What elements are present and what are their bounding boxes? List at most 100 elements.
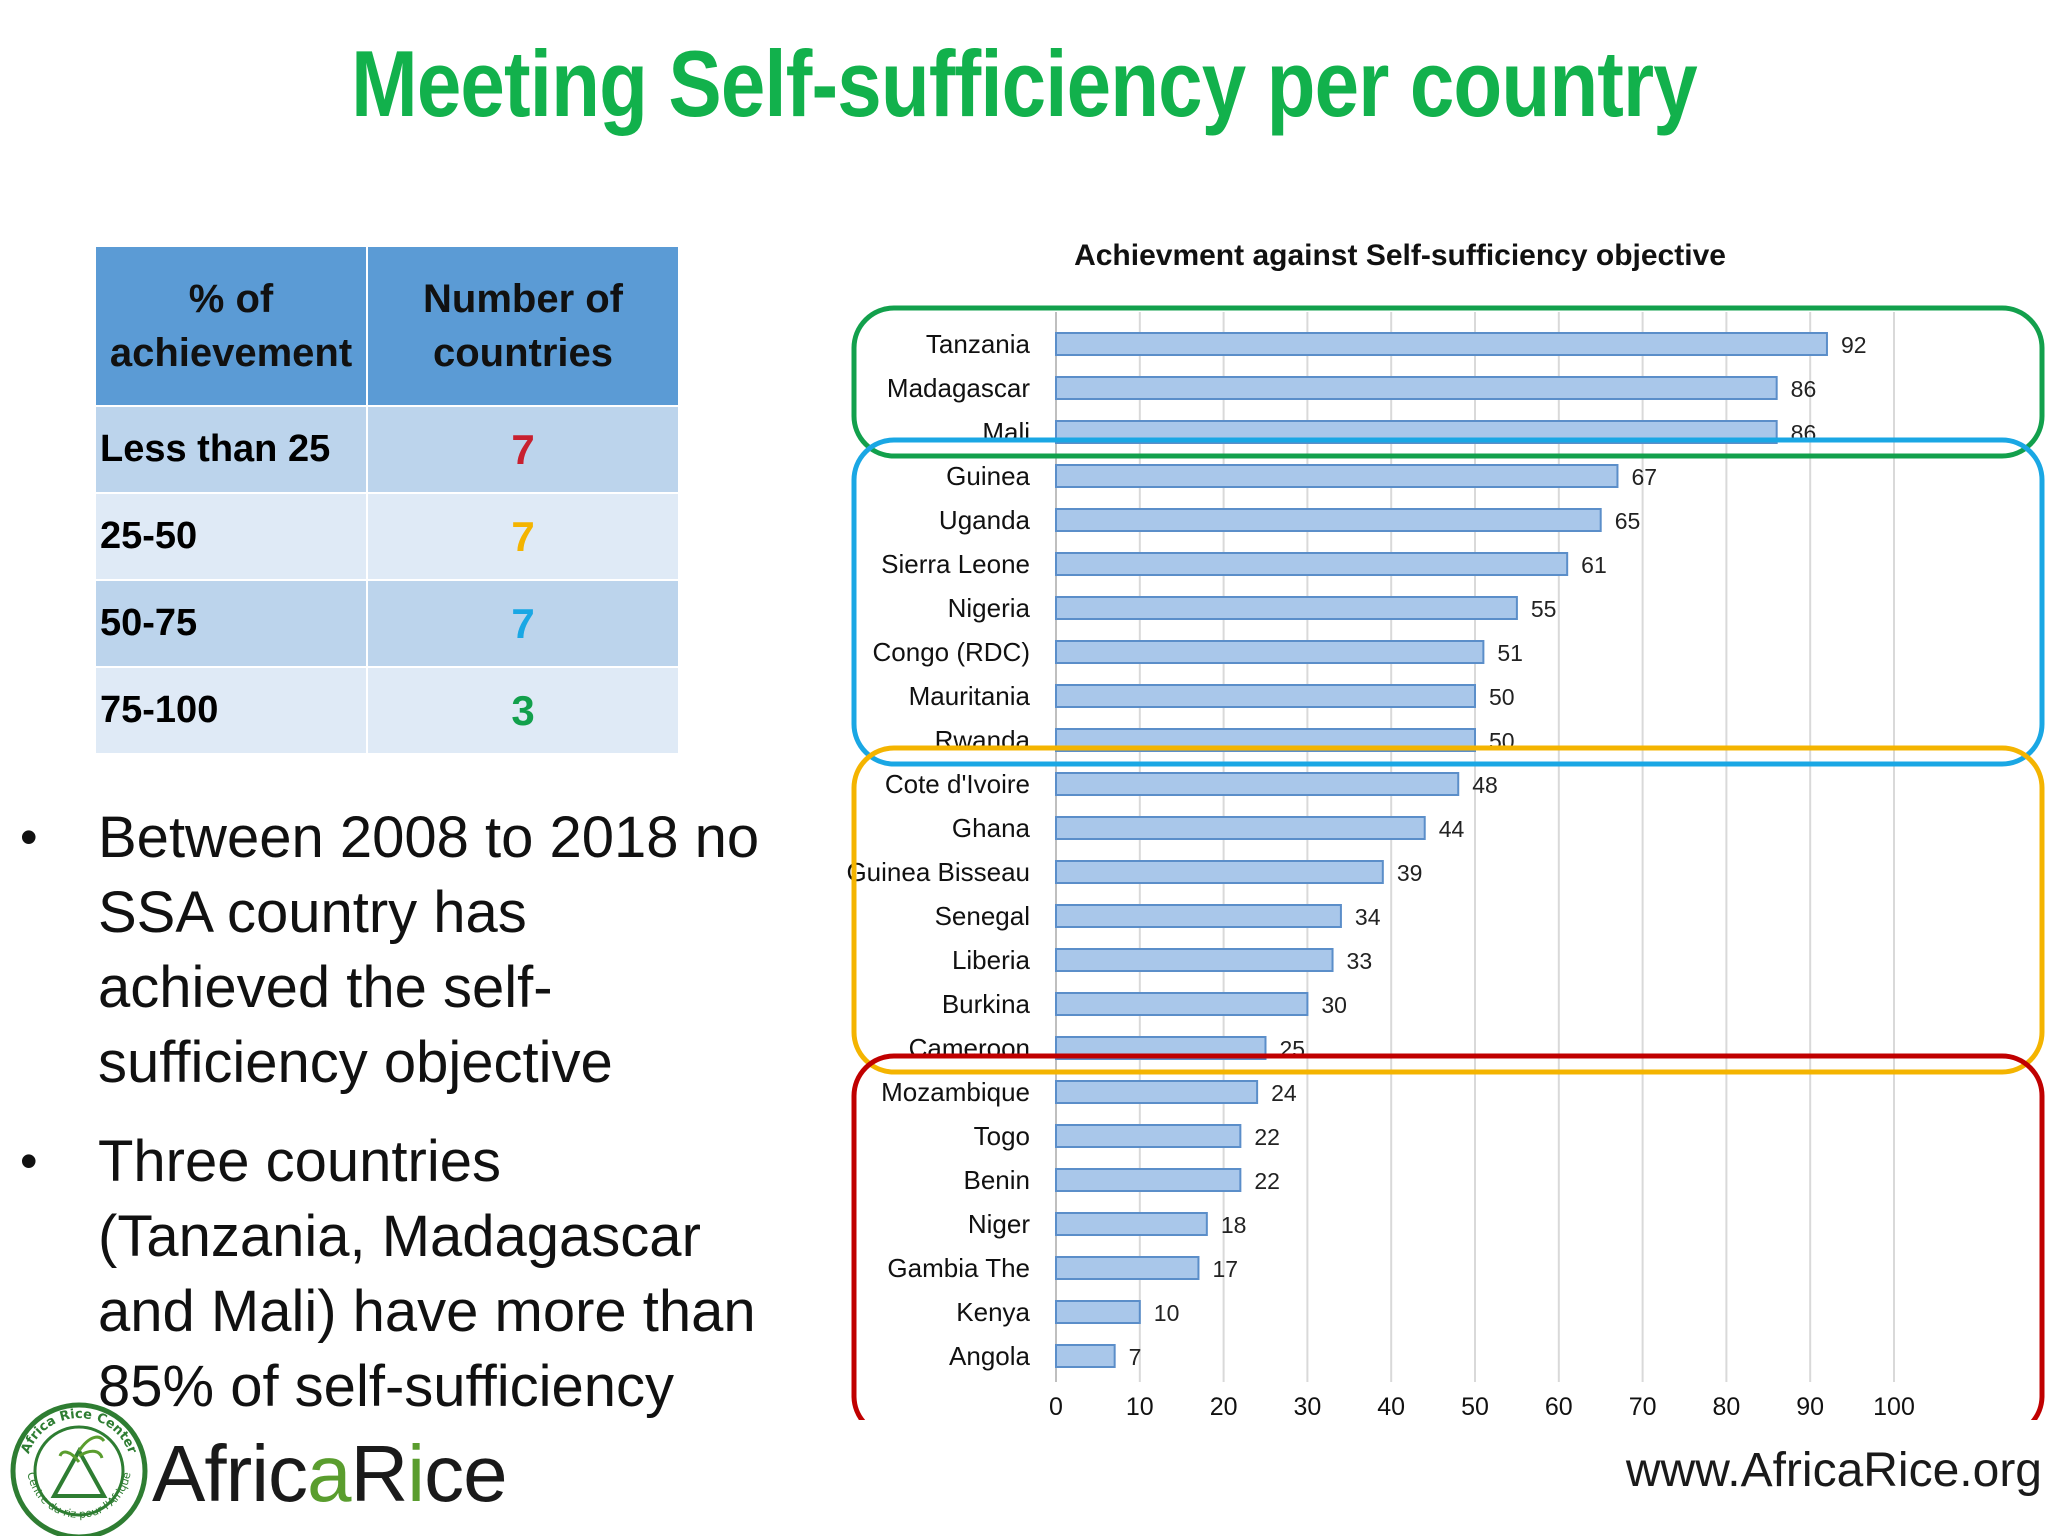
category-label: Liberia — [952, 945, 1031, 975]
data-label: 18 — [1221, 1212, 1247, 1238]
bar-chart: Achievment against Self-sufficiency obje… — [846, 239, 2045, 1420]
logo-word-accent: a — [307, 1429, 351, 1518]
data-label: 65 — [1615, 508, 1641, 534]
group-outline — [851, 437, 2045, 767]
data-label: 50 — [1489, 684, 1515, 710]
range-cell: 75-100 — [94, 666, 368, 755]
bar — [1055, 992, 1309, 1016]
tick-label: 0 — [1049, 1393, 1063, 1420]
tick-label: 20 — [1210, 1393, 1238, 1420]
tick-label: 100 — [1873, 1393, 1915, 1420]
bar — [1055, 464, 1619, 488]
data-label: 10 — [1154, 1300, 1180, 1326]
bar — [1055, 1168, 1242, 1192]
count-cell: 7 — [366, 405, 680, 494]
table-row: Less than 25 7 — [94, 405, 680, 494]
category-label: Tanzania — [926, 329, 1031, 359]
category-label: Nigeria — [948, 593, 1031, 623]
category-label: Ghana — [952, 813, 1031, 843]
range-cell: 50-75 — [94, 579, 368, 668]
category-label: Burkina — [942, 989, 1031, 1019]
category-label: Guinea Bisseau — [846, 857, 1030, 887]
category-label: Congo (RDC) — [873, 637, 1031, 667]
bar — [1055, 1212, 1208, 1236]
category-label: Senegal — [935, 901, 1030, 931]
bullet-dot-icon: • — [20, 809, 38, 865]
category-label: Gambia The — [887, 1253, 1030, 1283]
category-label: Madagascar — [887, 373, 1030, 403]
tick-label: 70 — [1629, 1393, 1657, 1420]
bullet-text: Three countries (Tanzania, Madagascar an… — [98, 1129, 756, 1419]
bar — [1055, 1080, 1259, 1104]
tick-label: 90 — [1796, 1393, 1824, 1420]
range-cell: Less than 25 — [94, 405, 368, 494]
bar — [1055, 948, 1334, 972]
bar — [1055, 1124, 1242, 1148]
tick-label: 60 — [1545, 1393, 1573, 1420]
chart-title: Achievment against Self-sufficiency obje… — [1074, 239, 1726, 272]
bar — [1055, 904, 1342, 928]
table-row: 50-75 7 — [94, 579, 680, 668]
bar — [1055, 1256, 1200, 1280]
table-row: 75-100 3 — [94, 666, 680, 755]
slide-title: Meeting Self-sufficiency per country — [351, 31, 1698, 136]
category-label: Uganda — [939, 505, 1031, 535]
count-cell: 7 — [366, 579, 680, 668]
data-label: 39 — [1397, 860, 1423, 886]
data-label: 44 — [1439, 816, 1465, 842]
bar — [1055, 552, 1569, 576]
category-label: Benin — [964, 1165, 1031, 1195]
logo-word-part: ce — [424, 1429, 507, 1518]
logo-wordmark: AfricaRice — [152, 1428, 508, 1520]
bar — [1055, 332, 1828, 356]
header-countries: Number of countries — [366, 245, 680, 407]
group-outline — [851, 305, 2045, 459]
data-label: 24 — [1271, 1080, 1297, 1106]
bar — [1055, 860, 1384, 884]
bar — [1055, 1300, 1141, 1324]
bar — [1055, 376, 1778, 400]
data-label: 17 — [1212, 1256, 1238, 1282]
logo-word-part: R — [350, 1429, 409, 1518]
bar — [1055, 596, 1518, 620]
africarice-logo-icon: Africa Rice Center Centre du riz pour l'… — [10, 1402, 148, 1536]
table-row: 25-50 7 — [94, 492, 680, 581]
tick-label: 50 — [1461, 1393, 1489, 1420]
count-cell: 7 — [366, 492, 680, 581]
data-label: 30 — [1321, 992, 1347, 1018]
tick-label: 30 — [1293, 1393, 1321, 1420]
bar — [1055, 772, 1460, 796]
bar — [1055, 816, 1426, 840]
data-label: 48 — [1472, 772, 1498, 798]
achievement-table: % of achievement Number of countries Les… — [94, 245, 680, 755]
count-cell: 3 — [366, 666, 680, 755]
tick-label: 80 — [1712, 1393, 1740, 1420]
data-label: 22 — [1254, 1168, 1280, 1194]
category-label: Guinea — [946, 461, 1030, 491]
data-label: 61 — [1581, 552, 1607, 578]
tick-label: 10 — [1126, 1393, 1154, 1420]
tick-label: 40 — [1377, 1393, 1405, 1420]
bar — [1055, 640, 1485, 664]
logo-word-accent: i — [407, 1429, 425, 1518]
data-label: 55 — [1531, 596, 1557, 622]
bullet-dot-icon: • — [20, 1133, 38, 1189]
category-label: Angola — [949, 1341, 1030, 1371]
website-url: www.AfricaRice.org — [1625, 1444, 2042, 1497]
data-label: 86 — [1791, 376, 1817, 402]
category-label: Mauritania — [909, 681, 1031, 711]
group-outline — [851, 745, 2045, 1075]
category-label: Cote d'Ivoire — [885, 769, 1030, 799]
bullet-text: Between 2008 to 2018 no SSA country has … — [98, 805, 760, 1095]
data-label: 34 — [1355, 904, 1381, 930]
data-label: 22 — [1254, 1124, 1280, 1150]
data-label: 51 — [1497, 640, 1523, 666]
bar — [1055, 684, 1476, 708]
data-label: 7 — [1129, 1344, 1142, 1370]
header-achievement: % of achievement — [94, 245, 368, 407]
bar — [1055, 1344, 1116, 1368]
bullet-list: • Between 2008 to 2018 no SSA country ha… — [20, 800, 760, 1448]
data-label: 92 — [1841, 332, 1867, 358]
logo-word-part: Afric — [152, 1429, 308, 1518]
data-label: 67 — [1631, 464, 1657, 490]
